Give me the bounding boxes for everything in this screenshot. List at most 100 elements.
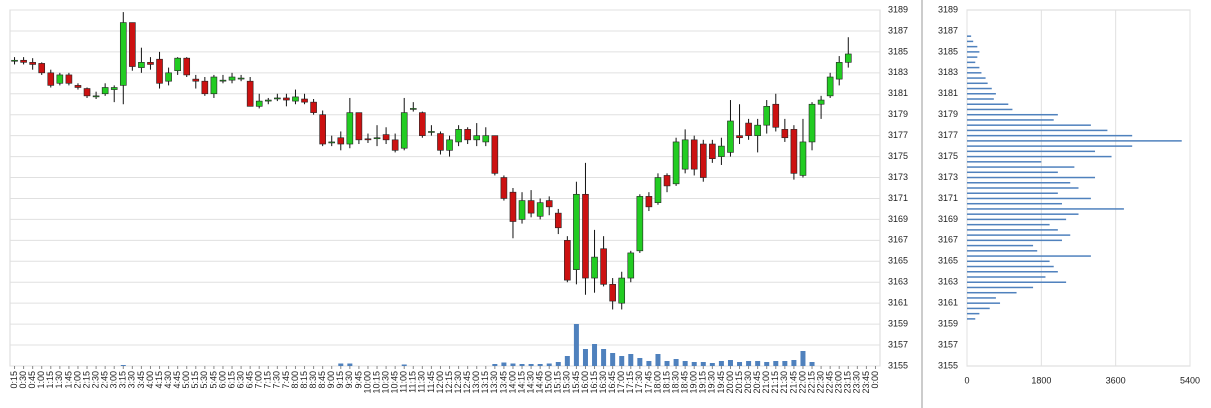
x-tick-label: 19:45 [716, 371, 726, 394]
candle-body [283, 97, 290, 101]
profile-bar [967, 145, 1133, 147]
x-tick-label: 8:45 [317, 371, 327, 389]
x-tick-label: 23:30 [852, 371, 862, 394]
x-tick-label: 14:15 [516, 371, 526, 394]
candle-body [545, 200, 553, 208]
candle-body [138, 62, 145, 68]
candle-body [754, 124, 761, 136]
x-tick-label: 6:15 [226, 371, 236, 389]
x-tick-label: 21:30 [779, 371, 789, 394]
profile-bar [967, 61, 976, 64]
volume-bar [800, 351, 806, 366]
x-tick-label: 19:00 [689, 371, 699, 394]
candle-body [718, 145, 725, 157]
y-tick-label: 3179 [888, 109, 908, 119]
volume-bar [401, 364, 407, 366]
candle-body [446, 139, 453, 151]
volume-bar [709, 363, 715, 366]
x-tick-label: 15:15 [553, 371, 563, 394]
candle-body [237, 77, 245, 80]
candle-body [464, 129, 471, 141]
profile-bar [967, 40, 974, 43]
x-tick-label: 15:45 [571, 371, 581, 394]
x-tick-label: 1800 [1031, 375, 1051, 385]
volume-bar [764, 362, 770, 366]
x-tick-label: 17:15 [625, 371, 635, 394]
x-tick-label: 16:15 [589, 371, 599, 394]
profile-bar [967, 250, 1038, 252]
x-tick-label: 15:00 [544, 371, 554, 394]
candle-body [382, 134, 390, 141]
x-tick-label: 11:15 [408, 371, 418, 393]
candle-body [255, 100, 263, 107]
candle-body [409, 108, 417, 110]
profile-bar [967, 82, 988, 85]
candle-body [11, 59, 18, 62]
volume-bar [120, 365, 126, 366]
x-tick-label: 14:00 [507, 371, 517, 394]
y-tick-label: 3171 [938, 193, 958, 203]
profile-bar [967, 260, 1050, 263]
profile-bar [967, 208, 1124, 210]
x-tick-label: 3:00 [109, 371, 119, 389]
x-tick-label: 22:30 [815, 371, 825, 394]
y-tick-label: 3155 [938, 360, 958, 370]
x-tick-label: 16:00 [580, 371, 590, 394]
candle-body [38, 63, 46, 74]
candle-body [20, 59, 27, 63]
profile-bar [967, 192, 1058, 194]
candle-body [654, 177, 662, 203]
candle-body [192, 78, 200, 82]
x-tick-label: 7:15 [263, 371, 273, 389]
x-tick-label: 9:45 [353, 371, 363, 389]
candle-body [844, 53, 852, 63]
candle-body [364, 138, 372, 141]
x-tick-label: 11:00 [399, 371, 409, 393]
x-tick-label: 17:45 [643, 371, 653, 394]
volume-bar [673, 359, 679, 366]
x-tick-label: 16:30 [598, 371, 608, 394]
profile-bar [967, 98, 994, 100]
volume-bar [637, 358, 643, 366]
candle-body [808, 103, 816, 143]
x-tick-label: 12:00 [435, 371, 445, 394]
profile-bar [967, 202, 1062, 205]
x-tick-label: 4:15 [154, 371, 164, 389]
x-tick-label: 7:00 [254, 371, 264, 389]
candle-body [736, 135, 743, 139]
y-tick-label: 3189 [938, 4, 958, 14]
volume-bar [809, 362, 815, 366]
profile-bar [967, 297, 996, 299]
profile-bar [967, 182, 1071, 184]
x-tick-label: 0:00 [870, 371, 880, 389]
candle-body [645, 196, 653, 208]
candle-body [83, 88, 91, 97]
volume-bar [564, 356, 570, 366]
y-tick-label: 3185 [888, 46, 908, 56]
profile-bar [967, 134, 1133, 137]
volume-bar [646, 361, 652, 366]
volume-bar [700, 362, 706, 366]
volume-bar [619, 356, 625, 366]
profile-bar [967, 286, 1034, 289]
candle-body [419, 112, 426, 136]
volume-bar [755, 361, 761, 366]
candle-body [183, 57, 191, 76]
x-tick-label: 4:45 [172, 371, 182, 389]
candle-body [727, 120, 734, 153]
profile-bar [967, 51, 980, 53]
x-tick-label: 11:45 [426, 371, 436, 393]
x-tick-label: 17:00 [616, 371, 626, 394]
x-tick-label: 5:15 [190, 371, 200, 389]
x-tick-label: 2:15 [81, 371, 91, 389]
profile-bar [967, 271, 1058, 273]
candle-body [400, 112, 408, 149]
y-tick-label: 3185 [938, 46, 958, 56]
x-tick-label: 0:30 [18, 371, 28, 389]
candle-body [790, 129, 798, 174]
candle-body [636, 196, 644, 252]
candle-body [699, 143, 707, 178]
y-tick-label: 3165 [888, 256, 908, 266]
candle-body [591, 256, 598, 279]
x-tick-label: 20:45 [752, 371, 762, 394]
